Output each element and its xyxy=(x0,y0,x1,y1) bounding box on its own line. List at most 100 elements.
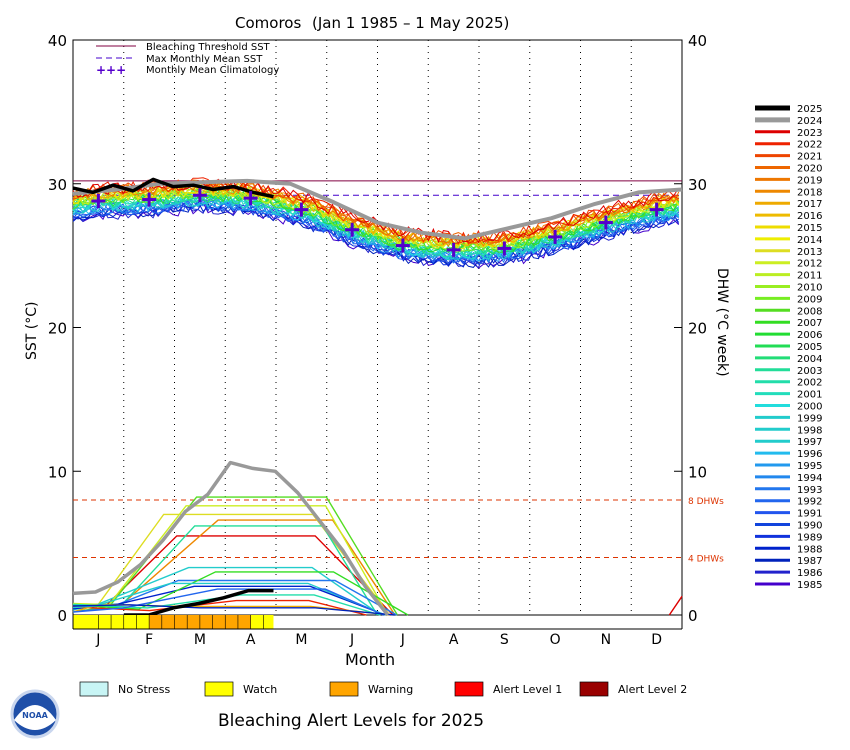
dhw-reference-label: 4 DHWs xyxy=(688,555,724,565)
year-legend-label-1985: 1985 xyxy=(797,580,822,591)
alert-legend-swatch xyxy=(204,681,234,697)
x-tick-label: D xyxy=(651,632,662,648)
year-legend-label-2000: 2000 xyxy=(797,402,822,413)
dhw-line xyxy=(72,571,409,616)
year-legend-label-2022: 2022 xyxy=(797,140,822,151)
alert-level-legend: No Stress Watch Warning Alert Level 1 Alert … xyxy=(79,681,687,697)
left-tick-label: 10 xyxy=(48,463,67,481)
year-legend-label-2011: 2011 xyxy=(797,271,822,282)
dhw-line xyxy=(72,588,384,616)
x-tick-label: A xyxy=(246,632,256,648)
alert-legend-label: Watch xyxy=(243,683,277,696)
x-tick-label: J xyxy=(400,632,405,648)
x-axis-title: Month xyxy=(345,650,395,669)
dhw-line-2024 xyxy=(72,460,390,617)
year-legend-label-2010: 2010 xyxy=(797,283,822,294)
sst-line-2003 xyxy=(72,190,680,257)
left-tick-label: 20 xyxy=(48,320,67,338)
year-legend-label-1991: 1991 xyxy=(797,509,822,520)
dhw-line xyxy=(72,604,395,616)
year-legend-label-2019: 2019 xyxy=(797,175,822,186)
left-tick-label: 30 xyxy=(48,176,67,194)
sst-line-1987 xyxy=(72,201,680,268)
alert-bar xyxy=(72,615,683,630)
dhw-line-dec xyxy=(668,595,683,616)
left-tick-label: 40 xyxy=(48,32,67,50)
year-legend-label-2002: 2002 xyxy=(797,378,822,389)
year-legend-label-2012: 2012 xyxy=(797,259,822,270)
noaa-logo: NOAA xyxy=(10,689,60,739)
alert-legend-swatch xyxy=(79,681,109,697)
sst-line-2024 xyxy=(72,178,683,241)
month-grid xyxy=(123,40,632,615)
alert-legend-swatch xyxy=(579,681,609,697)
year-legend-label-1993: 1993 xyxy=(797,485,822,496)
year-legend-label-2006: 2006 xyxy=(797,330,822,341)
year-legend-label-2024: 2024 xyxy=(797,116,822,127)
noaa-logo-text: NOAA xyxy=(22,711,48,720)
year-legend-label-2015: 2015 xyxy=(797,223,822,234)
year-legend-label-1987: 1987 xyxy=(797,556,822,567)
left-tick-label: 0 xyxy=(57,607,67,625)
year-legend-label-2016: 2016 xyxy=(797,211,822,222)
alert-legend-swatch xyxy=(329,681,359,697)
alert-legend-label: Warning xyxy=(368,683,413,696)
plot-frame xyxy=(72,39,683,616)
footer-title: Bleaching Alert Levels for 2025 xyxy=(218,711,484,731)
x-tick-label: M xyxy=(295,632,307,648)
year-legend-label-2021: 2021 xyxy=(797,152,822,163)
dhw-line xyxy=(72,505,389,616)
sst-line-2012 xyxy=(72,183,680,250)
year-legend-label-2014: 2014 xyxy=(797,235,822,246)
x-tick-label: J xyxy=(95,632,100,648)
year-legend-label-2005: 2005 xyxy=(797,342,822,353)
x-tick-label: O xyxy=(550,632,561,648)
year-legend-label-1988: 1988 xyxy=(797,544,822,555)
year-legend-label-2001: 2001 xyxy=(797,390,822,401)
left-axis-title: SST (°C) xyxy=(24,302,40,360)
sst-line-2002 xyxy=(72,190,679,258)
dhw-series xyxy=(72,460,683,617)
year-legend-label-2020: 2020 xyxy=(797,164,822,175)
year-legend-label-1996: 1996 xyxy=(797,449,822,460)
year-legend-label-2025: 2025 xyxy=(797,104,822,115)
x-tick-label: F xyxy=(145,632,153,648)
year-legend-label-1992: 1992 xyxy=(797,497,822,508)
year-legend-label-2023: 2023 xyxy=(797,128,822,139)
sst-line-2025 xyxy=(72,177,274,199)
year-legend-label-2004: 2004 xyxy=(797,354,822,365)
reference-lines: 8 DHWs 4 DHWs xyxy=(73,180,724,565)
chart-title-range: (Jan 1 1985 – 1 May 2025) xyxy=(312,14,509,32)
year-legend-label-2017: 2017 xyxy=(797,199,822,210)
year-legend-label-2003: 2003 xyxy=(797,366,822,377)
legend-mmm-label: Max Monthly Mean SST xyxy=(146,54,263,65)
x-tick-label: S xyxy=(500,632,509,648)
year-legend-label-1994: 1994 xyxy=(797,473,822,484)
dhw-reference-label: 8 DHWs xyxy=(688,497,724,507)
plot-legend: Bleaching Threshold SST Max Monthly Mean… xyxy=(96,42,279,77)
dhw-line xyxy=(72,513,391,616)
axes: 0 0 10 10 20 20 30 30 40 40 J F M A M J J A S O N D xyxy=(48,32,707,648)
alert-legend-label: Alert Level 1 xyxy=(493,683,562,696)
year-legend-label-1990: 1990 xyxy=(797,521,822,532)
right-tick-label: 20 xyxy=(688,320,707,338)
right-tick-label: 40 xyxy=(688,32,707,50)
dhw-line xyxy=(72,594,381,616)
year-legend-label-1986: 1986 xyxy=(797,568,822,579)
x-tick-label: M xyxy=(194,632,206,648)
alert-legend-label: Alert Level 2 xyxy=(618,683,687,696)
year-legend-label-1989: 1989 xyxy=(797,532,822,543)
year-legend-label-2009: 2009 xyxy=(797,294,822,305)
legend-clim-swatch: +++ xyxy=(96,63,126,77)
x-tick-label: N xyxy=(601,632,611,648)
right-tick-label: 10 xyxy=(688,463,707,481)
year-legend-label-1999: 1999 xyxy=(797,413,822,424)
legend-clim-label: Monthly Mean Climatology xyxy=(146,65,279,76)
climatology-markers xyxy=(91,188,664,257)
x-tick-label: J xyxy=(349,632,354,648)
year-legend: 2025202420232022202120202019201820172016… xyxy=(755,104,822,591)
year-legend-label-1997: 1997 xyxy=(797,437,822,448)
legend-threshold-label: Bleaching Threshold SST xyxy=(146,42,271,53)
sst-series xyxy=(72,177,683,270)
